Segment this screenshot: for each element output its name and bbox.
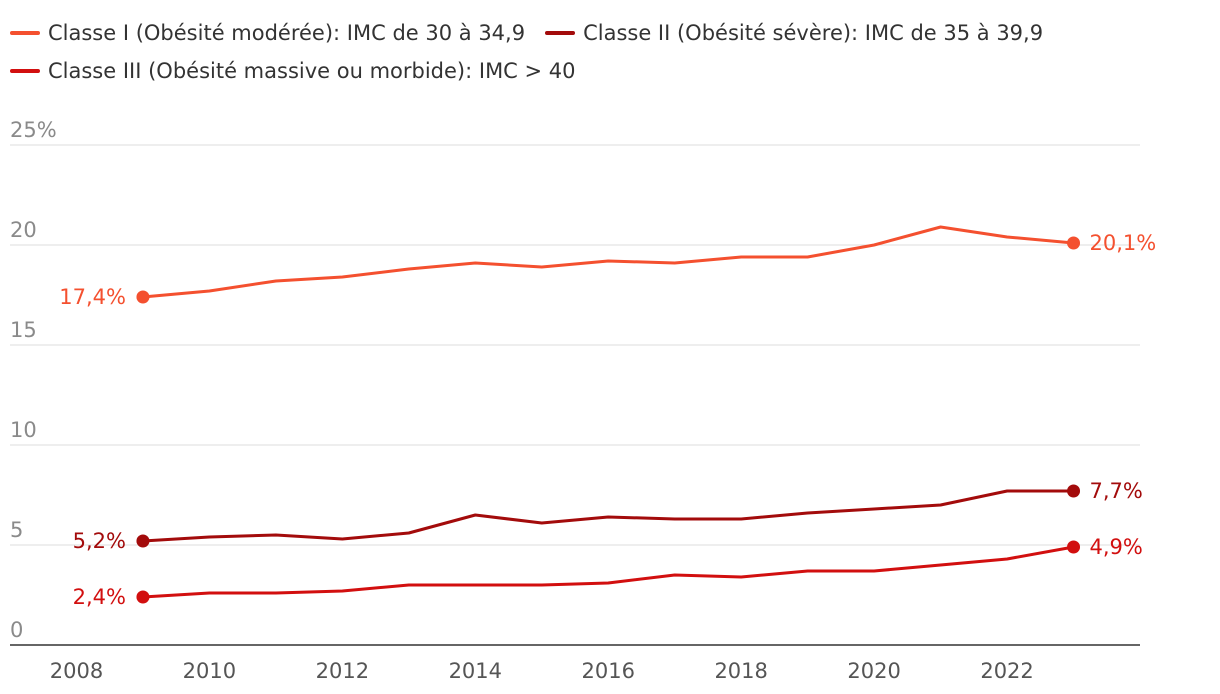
legend-swatch-classe-2 (545, 31, 576, 35)
start-label-classe-3: 2,4% (73, 585, 126, 609)
legend-label-classe-3: Classe III (Obésité massive ou morbide):… (48, 59, 576, 83)
start-label-classe-1: 17,4% (59, 285, 126, 309)
end-point-classe-1 (1067, 236, 1081, 250)
series-line-classe-2 (141, 489, 1075, 543)
end-label-classe-1: 20,1% (1090, 231, 1157, 255)
legend-swatch-classe-1 (10, 31, 40, 35)
start-point-classe-2 (136, 534, 150, 548)
legend-label-classe-1: Classe I (Obésité modérée): IMC de 30 à … (48, 21, 526, 45)
x-tick-label-2018: 2018 (714, 659, 767, 683)
series-line-classe-1 (141, 225, 1075, 299)
y-tick-label-20: 20 (10, 218, 37, 242)
legend-row-1: Classe I (Obésité modérée): IMC de 30 à … (10, 14, 1190, 52)
x-tick-label-2010: 2010 (183, 659, 236, 683)
legend-item-classe-1: Classe I (Obésité modérée): IMC de 30 à … (10, 21, 525, 45)
y-tick-label-15: 15 (10, 318, 37, 342)
legend-swatch-classe-3 (10, 69, 40, 73)
legend: Classe I (Obésité modérée): IMC de 30 à … (10, 14, 1190, 90)
series-line-classe-3 (141, 545, 1075, 599)
x-tick-label-2008: 2008 (50, 659, 103, 683)
legend-item-classe-2: Classe II (Obésité sévère): IMC de 35 à … (545, 21, 1043, 45)
x-tick-label-2020: 2020 (847, 659, 900, 683)
x-tick-label-2022: 2022 (980, 659, 1033, 683)
start-label-classe-2: 5,2% (73, 529, 126, 553)
y-tick-label-5: 5 (10, 518, 23, 542)
x-tick-label-2014: 2014 (449, 659, 502, 683)
x-tick-label-2012: 2012 (316, 659, 369, 683)
x-tick-label-2016: 2016 (582, 659, 635, 683)
legend-label-classe-2: Classe II (Obésité sévère): IMC de 35 à … (583, 21, 1044, 45)
y-tick-label-10: 10 (10, 418, 37, 442)
end-label-classe-3: 4,9% (1090, 535, 1143, 559)
start-point-classe-1 (136, 290, 150, 304)
legend-row-2: Classe III (Obésité massive ou morbide):… (10, 52, 1190, 90)
start-point-classe-3 (136, 590, 150, 604)
y-tick-label-25: 25% (10, 118, 57, 142)
legend-item-classe-3: Classe III (Obésité massive ou morbide):… (10, 59, 576, 83)
end-point-classe-3 (1067, 540, 1081, 554)
end-label-classe-2: 7,7% (1090, 479, 1143, 503)
y-tick-label-0: 0 (10, 618, 23, 642)
end-point-classe-2 (1067, 484, 1081, 498)
